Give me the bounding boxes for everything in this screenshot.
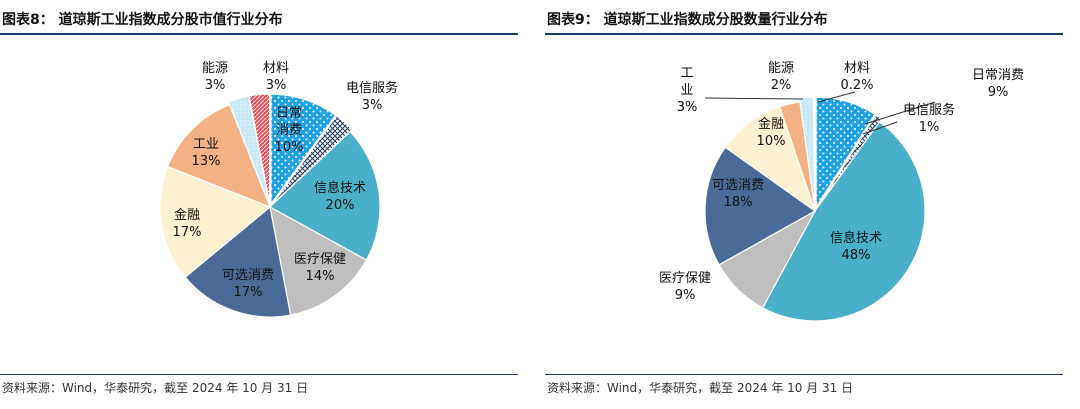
pie-slice-materials: [248, 93, 271, 205]
slice-label: 工业 13%: [192, 137, 221, 169]
pie-slice-info-tech: [761, 121, 926, 322]
pie-chart-count: 日常消费 9% 电信服务 1% 信息技术 48% 医疗保健 9% 可选消费 18% 金融 10% 工业 3…: [659, 61, 1024, 322]
chart-panel-count: 图表9： 道琼斯工业指数成分股数量行业分布 日常消费 9% 电信服务 1% 信息技术 48…: [545, 0, 1065, 409]
slice-label: 可选消费 18%: [712, 178, 764, 210]
source-note: 资料来源：Wind，华泰研究，截至 2024 年 10 月 31 日: [547, 381, 854, 395]
slice-label: 工业 3%: [677, 66, 698, 115]
leader-line: [864, 101, 936, 125]
pie-slice-consumer-discretionary: [704, 146, 817, 266]
source-divider: [0, 374, 518, 375]
pie-slice-consumer-staples: [815, 96, 876, 210]
slice-label: 日常消费 9%: [972, 68, 1024, 100]
leader-line: [817, 91, 856, 103]
chart-title: 图表9： 道琼斯工业指数成分股数量行业分布: [547, 12, 828, 28]
pie-slice-telecom: [271, 114, 354, 206]
chart-panel-market-cap: 图表8： 道琼斯工业指数成分股市值行业分布 日常消费 10% 电信服务 3% 信息技术 2…: [0, 0, 520, 409]
slice-label: 电信服务 1%: [903, 102, 955, 135]
pie-chart-market-cap: 日常消费 10% 电信服务 3% 信息技术 20% 医疗保健 14% 可选消费 17% 金融 17% 工…: [159, 61, 398, 318]
slice-label: 金融 10%: [757, 116, 786, 149]
slice-label: 医疗保健 9%: [659, 271, 711, 303]
slice-label: 金融 17%: [173, 207, 202, 240]
chart-title: 图表8： 道琼斯工业指数成分股市值行业分布: [2, 12, 283, 28]
slice-label: 电信服务 3%: [346, 80, 398, 113]
slice-label: 能源 3%: [202, 61, 228, 93]
slice-label: 信息技术 20%: [314, 180, 366, 213]
slice-label: 可选消费 17%: [222, 268, 274, 300]
pie-slice-consumer-staples: [270, 93, 337, 206]
title-divider: [545, 33, 1063, 35]
pie-slice-healthcare: [269, 205, 368, 316]
slice-label: 信息技术 48%: [830, 230, 882, 263]
leader-line: [862, 121, 898, 135]
source-divider: [545, 374, 1063, 375]
title-divider: [0, 33, 518, 35]
source-note: 资料来源：Wind，华泰研究，截至 2024 年 10 月 31 日: [2, 381, 309, 395]
pie-slice-financials: [159, 165, 272, 278]
pie-slice-materials: [812, 96, 816, 208]
slice-label: 材料 0.2%: [840, 61, 873, 93]
slice-label: 能源 2%: [768, 61, 794, 93]
slice-label: 日常消费 10%: [275, 106, 304, 155]
slice-label: 医疗保健 14%: [294, 252, 346, 284]
pie-slice-consumer-discretionary: [184, 205, 292, 318]
leader-line: [704, 97, 804, 100]
slice-label: 材料 3%: [263, 61, 289, 93]
pie-slice-info-tech: [268, 130, 381, 261]
pie-slice-industrials: [166, 103, 272, 209]
